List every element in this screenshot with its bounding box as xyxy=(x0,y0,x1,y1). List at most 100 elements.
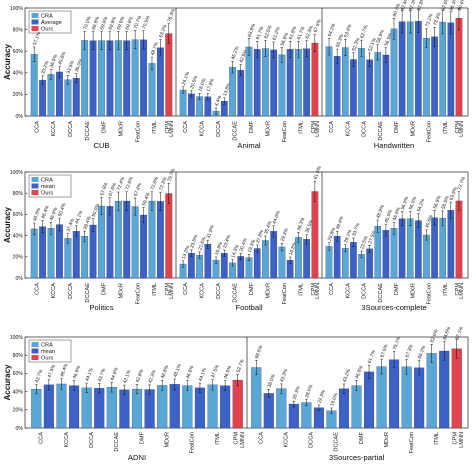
x-tick-label: DMF xyxy=(394,120,400,133)
bar xyxy=(295,237,302,279)
bar xyxy=(455,18,463,117)
data-label: 45.2% xyxy=(230,45,241,61)
data-label: 62.3% xyxy=(304,24,315,40)
bar xyxy=(366,59,373,117)
data-label: 44.8% xyxy=(110,366,121,382)
group-title: Handwritten xyxy=(374,141,415,150)
data-label: 61.8% xyxy=(288,25,299,41)
y-tick-label: 80% xyxy=(13,353,24,359)
bar xyxy=(232,379,243,429)
x-tick-label: FeatCon xyxy=(135,283,141,304)
data-label: 27.8% xyxy=(255,229,266,245)
data-label: 42.1% xyxy=(122,369,133,385)
x-tick-label: DCCA xyxy=(89,432,95,448)
bar xyxy=(253,248,261,279)
bar xyxy=(237,69,245,117)
data-label: 69.8% xyxy=(108,15,119,31)
x-tick-label: CPM xyxy=(455,121,461,134)
bar xyxy=(398,218,406,279)
x-tick-label: CPM xyxy=(165,283,171,296)
data-label: 21.6% xyxy=(197,236,208,252)
x-tick-label: MDcR xyxy=(164,432,170,448)
data-label: 72.7% xyxy=(457,175,468,191)
x-tick-label: FeatCon xyxy=(409,432,415,453)
y-axis-title: Accuracy xyxy=(3,43,12,80)
data-label: 46.9% xyxy=(392,206,403,222)
data-label: 47.5% xyxy=(47,363,58,379)
x-tick-label: DCCA xyxy=(216,121,222,137)
legend-label: Ours xyxy=(41,355,53,361)
bar xyxy=(278,246,286,279)
bar xyxy=(351,385,362,429)
data-label: 72.6% xyxy=(150,175,161,191)
data-label: 20.4% xyxy=(239,237,250,253)
bar xyxy=(455,200,463,279)
x-tick-label: MDcR xyxy=(266,283,272,299)
data-label: 67.4% xyxy=(133,182,144,198)
bar xyxy=(188,252,195,279)
x-tick-label: DCCAE xyxy=(233,283,239,303)
x-tick-label: CCA xyxy=(183,283,189,295)
group-title: Animal xyxy=(237,141,261,150)
bar xyxy=(131,388,143,429)
legend-box xyxy=(28,10,72,34)
data-label: 18.0% xyxy=(197,77,208,93)
legend-swatch xyxy=(31,13,39,18)
bar xyxy=(204,244,212,279)
y-tick-label: 20% xyxy=(13,255,24,261)
bar xyxy=(431,217,438,279)
bar xyxy=(262,240,269,279)
data-label: 61.7% xyxy=(296,25,307,41)
bar xyxy=(451,348,462,429)
y-axis-title: Accuracy xyxy=(3,206,12,243)
x-tick-label: DCCAE xyxy=(233,121,239,141)
legend-label: mean xyxy=(41,184,55,190)
bar xyxy=(350,59,357,117)
data-label: 13.8% xyxy=(222,82,233,98)
bar xyxy=(106,40,114,117)
bar xyxy=(31,389,42,429)
x-tick-label: KCCA xyxy=(200,283,206,299)
legend-label: CRA xyxy=(41,13,53,19)
legend-swatch xyxy=(31,348,39,354)
data-label: 63.9% xyxy=(247,22,258,38)
bar xyxy=(56,383,67,429)
x-tick-label: MDcR xyxy=(410,121,416,137)
bar xyxy=(47,74,55,117)
data-label: 31.9% xyxy=(206,224,217,240)
bar xyxy=(165,193,173,279)
data-label: 66.2% xyxy=(417,344,428,360)
legend-label: mean xyxy=(41,349,55,355)
legend-swatch xyxy=(31,19,39,25)
bar xyxy=(179,89,187,117)
legend-label: Ours xyxy=(41,26,53,32)
data-label: 46.6% xyxy=(72,364,83,380)
legend-label: Average xyxy=(41,20,62,26)
data-label: 38.0% xyxy=(267,373,278,389)
bar xyxy=(30,54,38,117)
bar xyxy=(376,366,387,429)
data-label: 84.6% xyxy=(442,325,453,341)
data-label: 48.1% xyxy=(173,363,184,379)
bar xyxy=(390,28,398,117)
x-tick-label: LMNN xyxy=(169,121,175,137)
x-tick-label: LMNN xyxy=(315,121,321,137)
data-label: 22.3% xyxy=(317,389,328,405)
data-label: 72.1% xyxy=(424,12,435,28)
bar xyxy=(81,40,89,117)
x-tick-label: FeatCon xyxy=(427,121,433,142)
group-title: 3Sources-partial xyxy=(329,453,385,462)
bar xyxy=(303,48,310,117)
bar xyxy=(156,47,164,117)
bar xyxy=(301,402,312,429)
x-tick-label: DMF xyxy=(249,120,255,133)
y-tick-label: 0% xyxy=(16,426,24,432)
bar xyxy=(251,367,262,429)
x-tick-label: FeatCon xyxy=(282,283,288,304)
data-label: 69.8% xyxy=(124,15,135,31)
data-label: 72.4% xyxy=(116,176,127,192)
data-label: 4.4% xyxy=(214,94,224,107)
x-tick-label: ITML xyxy=(443,283,449,296)
bar xyxy=(423,38,430,117)
